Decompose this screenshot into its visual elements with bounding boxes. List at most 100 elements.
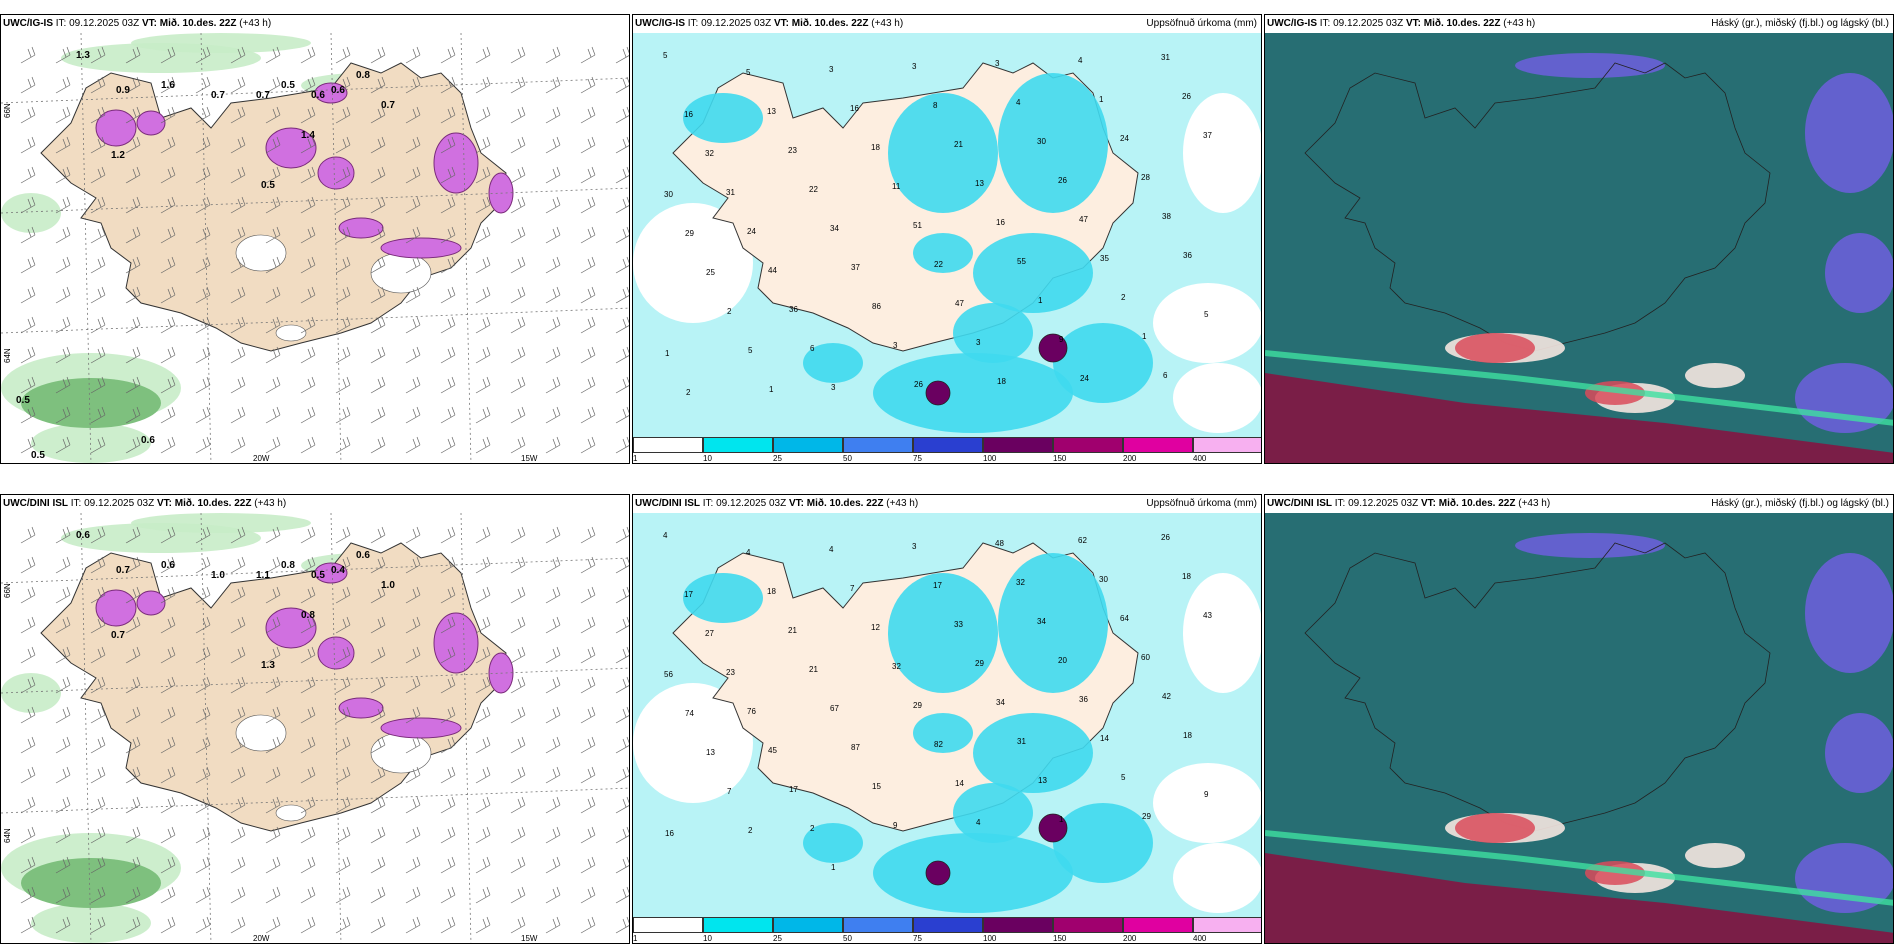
meridian-line — [80, 513, 92, 943]
wind-barb — [510, 796, 526, 814]
wind-barb — [615, 436, 629, 454]
precip-area — [888, 573, 998, 693]
wind-barb — [230, 826, 246, 844]
wind-barb — [265, 226, 281, 244]
accum-value-label: 37 — [851, 263, 860, 272]
wind-barb — [405, 526, 421, 544]
wind-barb — [545, 616, 561, 634]
wind-barb — [265, 586, 281, 604]
wind-barb — [195, 886, 211, 904]
wind-barb — [580, 616, 596, 634]
accum-value-label: 5 — [663, 51, 668, 60]
wind-barb — [545, 46, 561, 64]
wind-barb — [615, 226, 629, 244]
wind-barb — [160, 136, 176, 154]
accum-value-label: 1 — [665, 349, 670, 358]
precip-area — [998, 73, 1108, 213]
accum-value-label: 1 — [1099, 95, 1104, 104]
wind-barb — [510, 766, 526, 784]
panel-header: UWC/IG-IS IT: 09.12.2025 03Z VT: Mið. 10… — [3, 18, 272, 29]
wind-barb — [300, 736, 316, 754]
accum-value-label: 26 — [1058, 176, 1067, 185]
wind-barb — [475, 406, 491, 424]
wind-barb — [195, 406, 211, 424]
precip-area — [973, 233, 1093, 313]
precip-value-label: 0.9 — [116, 85, 130, 96]
wind-barb — [55, 586, 71, 604]
accum-value-label: 13 — [706, 748, 715, 757]
wind-barb — [370, 76, 386, 94]
wind-barb — [615, 286, 629, 304]
wind-barb — [90, 586, 106, 604]
wind-barb — [300, 406, 316, 424]
wind-barb — [265, 826, 281, 844]
wind-barb — [475, 616, 491, 634]
snow-area — [317, 156, 355, 190]
wind-barb — [230, 406, 246, 424]
wind-barb — [440, 376, 456, 394]
wind-barb — [335, 736, 351, 754]
accum-value-label: 5 — [748, 346, 753, 355]
high-cloud-band — [1265, 373, 1893, 463]
wind-barb — [440, 736, 456, 754]
wind-barb — [545, 136, 561, 154]
wind-barb — [55, 646, 71, 664]
wind-barb — [160, 826, 176, 844]
precip-value-label: 0.6 — [161, 560, 175, 571]
legend-swatch — [633, 917, 703, 933]
accum-value-label: 26 — [1182, 92, 1191, 101]
accum-value-label: 9 — [893, 821, 898, 830]
wind-barb — [405, 706, 421, 724]
wind-barb — [335, 286, 351, 304]
wind-barb — [160, 46, 176, 64]
wind-barb — [160, 856, 176, 874]
rain-area — [131, 513, 311, 533]
wind-barb — [195, 676, 211, 694]
wind-barb — [20, 766, 36, 784]
wind-barb — [510, 826, 526, 844]
wind-barb — [405, 256, 421, 274]
wind-barb — [370, 256, 386, 274]
accum-value-label: 4 — [976, 818, 981, 827]
accum-value-label: 18 — [1183, 731, 1192, 740]
rain-area-heavy — [21, 858, 161, 908]
accum-value-label: 3 — [829, 65, 834, 74]
wind-barb — [125, 316, 141, 334]
wind-barb — [370, 916, 386, 934]
wind-barb — [55, 916, 71, 934]
wind-barb — [475, 376, 491, 394]
legend-label: 25 — [773, 934, 782, 943]
wind-barb — [615, 916, 629, 934]
wind-barb — [20, 556, 36, 574]
wind-barb — [405, 436, 421, 454]
wind-barb — [265, 856, 281, 874]
precip-value-label: 0.8 — [301, 610, 315, 621]
wind-barb — [90, 646, 106, 664]
legend-swatch — [983, 917, 1053, 933]
wind-barb — [440, 796, 456, 814]
wind-barb — [370, 376, 386, 394]
wind-barb — [160, 556, 176, 574]
wind-barb — [615, 346, 629, 364]
wind-barb — [370, 826, 386, 844]
wind-barb — [405, 196, 421, 214]
wind-barb — [300, 166, 316, 184]
no-precip-area — [633, 683, 753, 803]
wind-barb — [160, 316, 176, 334]
wind-barb — [405, 796, 421, 814]
wind-barb — [580, 136, 596, 154]
wind-barb — [370, 316, 386, 334]
wind-barb — [475, 556, 491, 574]
wind-barb — [615, 136, 629, 154]
wind-barb — [90, 766, 106, 784]
wind-barb — [20, 886, 36, 904]
accum-value-label: 18 — [767, 587, 776, 596]
accum-value-label: 24 — [747, 227, 756, 236]
wind-barb — [545, 76, 561, 94]
wind-barb — [230, 706, 246, 724]
wind-barb — [125, 706, 141, 724]
wind-barb — [265, 286, 281, 304]
wind-barb — [615, 616, 629, 634]
wind-barb — [230, 106, 246, 124]
wind-barb — [510, 196, 526, 214]
